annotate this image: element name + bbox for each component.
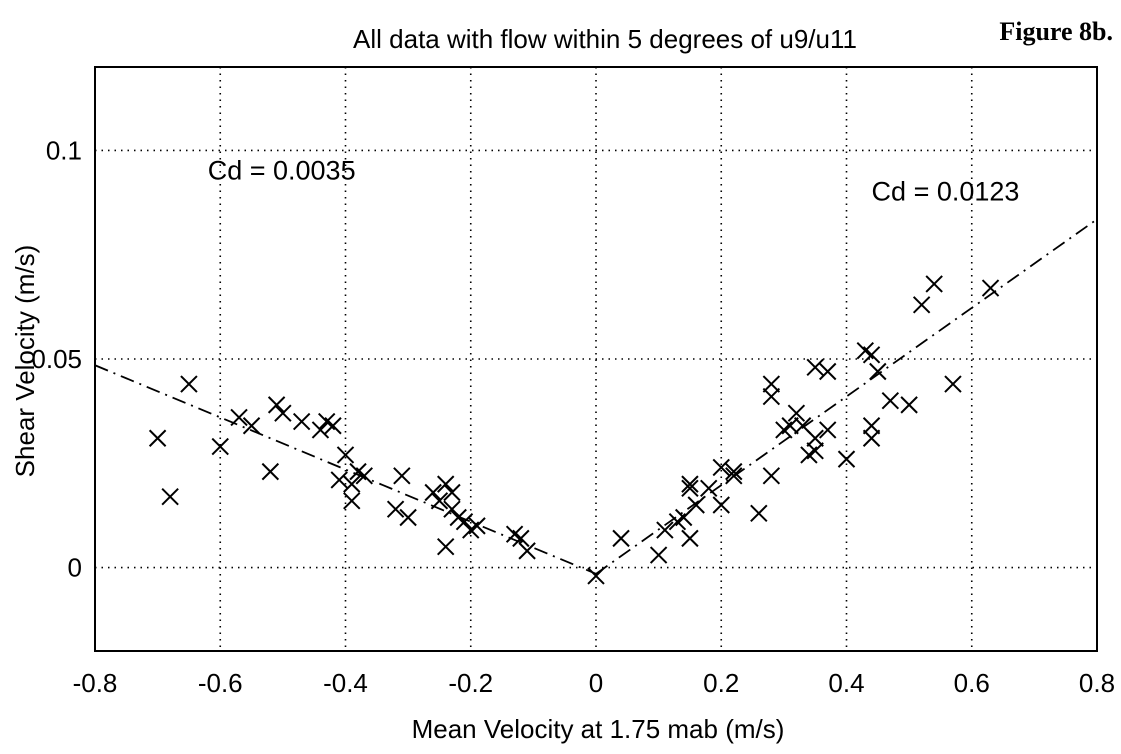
- data-point: [681, 479, 699, 498]
- data-point: [687, 496, 705, 514]
- data-point: [725, 467, 743, 485]
- data-point: [762, 375, 781, 393]
- data-points: [148, 275, 1000, 585]
- data-point: [436, 475, 455, 493]
- data-point: [399, 508, 417, 527]
- data-point: [274, 404, 292, 422]
- data-point: [336, 446, 355, 464]
- data-point: [311, 421, 330, 439]
- x-tick-label: 0.2: [703, 668, 739, 698]
- data-point: [518, 542, 536, 560]
- fit-lines: [94, 218, 1098, 575]
- x-tick-label: -0.2: [448, 668, 493, 698]
- data-point: [261, 462, 280, 481]
- data-point: [806, 358, 824, 377]
- data-point: [681, 475, 699, 493]
- data-point: [819, 362, 837, 381]
- annotations: Cd = 0.0035 Cd = 0.0123: [208, 156, 1020, 207]
- x-tick-label: -0.8: [73, 668, 118, 698]
- data-point: [161, 487, 179, 506]
- data-point: [292, 412, 311, 431]
- data-point: [862, 417, 881, 435]
- data-point: [343, 475, 361, 493]
- data-point: [837, 450, 856, 468]
- data-point: [700, 479, 718, 498]
- data-point: [869, 362, 887, 381]
- y-tick-labels: 0 0.05 0.1: [31, 135, 82, 582]
- data-point: [211, 437, 229, 456]
- data-point: [242, 417, 261, 435]
- data-point: [330, 471, 348, 489]
- y-tick-label: 0.1: [46, 135, 82, 165]
- data-point: [681, 529, 699, 548]
- data-point: [148, 429, 167, 447]
- data-point: [881, 392, 900, 410]
- data-point: [862, 429, 881, 447]
- data-point: [712, 458, 730, 477]
- y-tick-label: 0.05: [31, 344, 82, 374]
- data-point: [806, 429, 824, 447]
- y-tick-label: 0: [68, 553, 82, 583]
- data-point: [324, 417, 342, 435]
- x-tick-labels: -0.8 -0.6 -0.4 -0.2 0 0.2 0.4 0.6 0.8: [73, 668, 1115, 698]
- data-point: [455, 512, 474, 531]
- x-tick-label: 0.8: [1079, 668, 1115, 698]
- data-point: [343, 492, 361, 510]
- data-point: [862, 346, 881, 364]
- cd-annotation: Cd = 0.0035: [208, 156, 356, 186]
- data-point: [386, 500, 405, 518]
- data-point: [430, 492, 449, 510]
- data-point: [512, 529, 530, 548]
- figure-label: Figure 8b.: [999, 17, 1113, 46]
- data-point: [355, 467, 373, 485]
- data-point: [750, 504, 768, 523]
- data-point: [267, 396, 286, 414]
- data-point: [393, 467, 411, 485]
- data-point: [649, 546, 668, 564]
- y-axis-label: Shear Velocity (m/s): [10, 245, 40, 478]
- data-point: [912, 296, 931, 314]
- fit-line: [595, 218, 1098, 575]
- grid: [95, 67, 1097, 651]
- plot-frame: [94, 66, 1098, 652]
- data-point: [819, 421, 837, 439]
- data-point: [587, 567, 605, 585]
- data-point: [900, 396, 918, 414]
- x-tick-label: 0.6: [954, 668, 990, 698]
- data-point: [944, 375, 962, 393]
- x-tick-label: -0.4: [323, 668, 368, 698]
- data-point: [443, 483, 461, 502]
- cd-annotation: Cd = 0.0123: [872, 176, 1020, 206]
- x-tick-label: 0.4: [828, 668, 864, 698]
- chart-title: All data with flow within 5 degrees of u…: [353, 24, 857, 54]
- data-point: [436, 538, 455, 556]
- fit-line: [94, 364, 597, 575]
- data-point: [424, 483, 442, 502]
- data-point: [612, 529, 630, 548]
- x-tick-label: -0.6: [198, 668, 243, 698]
- data-point: [762, 387, 781, 406]
- data-point: [712, 496, 730, 514]
- data-point: [925, 275, 943, 293]
- x-axis-label: Mean Velocity at 1.75 mab (m/s): [412, 714, 785, 744]
- data-point: [180, 375, 198, 393]
- data-point: [468, 517, 486, 535]
- data-point: [762, 467, 781, 485]
- x-tick-label: 0: [589, 668, 603, 698]
- data-point: [806, 442, 824, 460]
- data-point: [787, 404, 806, 422]
- data-point: [725, 462, 743, 481]
- data-point: [981, 279, 1000, 297]
- data-point: [230, 408, 248, 427]
- data-point: [781, 417, 799, 435]
- data-point: [656, 521, 674, 539]
